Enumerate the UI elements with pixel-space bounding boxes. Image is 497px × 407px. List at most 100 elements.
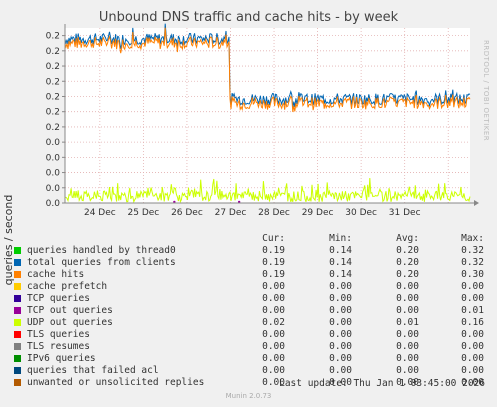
y-tick-label: 0.2 — [46, 47, 60, 57]
legend-max: 0.00 — [461, 281, 484, 292]
y-tick-label: 0.0 — [46, 199, 61, 209]
legend-max: 0.00 — [461, 353, 484, 364]
legend-swatch — [14, 247, 21, 254]
legend-name: total queries from clients — [27, 257, 176, 268]
series-cache-hits — [64, 27, 471, 113]
legend-avg: 0.20 — [396, 257, 419, 268]
legend-swatch — [14, 271, 21, 278]
legend-cur: 0.00 — [262, 329, 285, 340]
legend-max: 0.00 — [461, 377, 484, 388]
legend-min: 0.00 — [329, 377, 352, 388]
x-axis-arrow — [474, 200, 479, 206]
legend-avg: 0.00 — [396, 281, 419, 292]
x-tick-label: 25 Dec — [128, 208, 160, 218]
legend-header: Cur: Min: Avg: Max: — [0, 233, 497, 245]
legend-swatch — [14, 259, 21, 266]
legend-swatch — [14, 379, 21, 386]
legend-name: queries handled by thread0 — [27, 245, 176, 256]
legend-item: IPv6 queries 0.00 0.00 0.00 0.00 — [0, 353, 497, 365]
legend-max: 0.32 — [461, 245, 484, 256]
legend-item: queries that failed acl 0.00 0.00 0.00 0.00 — [0, 365, 497, 377]
legend-cur: 0.19 — [262, 257, 285, 268]
y-tick-label: 0.2 — [46, 108, 60, 118]
last-update: Last update: Thu Jan 1 03:45:00 2026 — [279, 378, 485, 389]
plot-area — [65, 28, 470, 203]
legend-min: 0.00 — [329, 365, 352, 376]
y-tick-label: 0.0 — [46, 169, 61, 179]
y-tick-label: 0.0 — [46, 138, 61, 148]
legend-cur: 0.00 — [262, 377, 285, 388]
legend-item: TLS queries 0.00 0.00 0.00 0.00 — [0, 329, 497, 341]
legend-swatch — [14, 331, 21, 338]
chart-title: Unbound DNS traffic and cache hits - by … — [98, 10, 399, 25]
legend-item: cache prefetch 0.00 0.00 0.00 0.00 — [0, 281, 497, 293]
legend-item: TCP queries 0.00 0.00 0.00 0.00 — [0, 293, 497, 305]
legend-min: 0.00 — [329, 329, 352, 340]
watermark: RRDTOOL / TOBI OETIKER — [482, 40, 490, 142]
legend-max: 0.00 — [461, 365, 484, 376]
legend-item: unwanted or unsolicited replies 0.00 0.00 0… — [0, 377, 497, 389]
legend-cur: 0.00 — [262, 341, 285, 352]
series-udp-out-queries — [65, 177, 471, 204]
legend-name: unwanted or unsolicited replies — [27, 377, 205, 388]
x-tick-label: 27 Dec — [215, 208, 247, 218]
x-tick-label: 31 Dec — [389, 208, 421, 218]
legend-min: 0.00 — [329, 305, 352, 316]
x-tick-label: 26 Dec — [171, 208, 203, 218]
legend-item: queries handled by thread0 0.19 0.14 0.20 0.… — [0, 245, 497, 257]
y-tick-label: 0.0 — [46, 184, 61, 194]
legend-swatch — [14, 307, 21, 314]
legend-avg: 0.00 — [396, 353, 419, 364]
legend-max: 0.00 — [461, 293, 484, 304]
y-tick-label: 0.2 — [46, 77, 60, 87]
legend-cur: 0.00 — [262, 293, 285, 304]
legend-min: 0.14 — [329, 245, 352, 256]
x-tick-label: 28 Dec — [258, 208, 290, 218]
legend-avg: 0.00 — [396, 341, 419, 352]
legend-item: total queries from clients 0.19 0.14 0.20 0.… — [0, 257, 497, 269]
legend-name: TLS queries — [27, 329, 90, 340]
legend-avg: 0.00 — [396, 293, 419, 304]
legend-avg: 0.01 — [396, 317, 419, 328]
y-tick-label: 0.2 — [46, 32, 60, 42]
legend-swatch — [14, 343, 21, 350]
y-tick-label: 0.2 — [46, 92, 60, 102]
legend-max: 0.00 — [461, 341, 484, 352]
x-tick-label: 24 Dec — [84, 208, 116, 218]
legend-cur: 0.00 — [262, 365, 285, 376]
legend-swatch — [14, 355, 21, 362]
legend-name: queries that failed acl — [27, 365, 159, 376]
legend-min: 0.00 — [329, 317, 352, 328]
legend-avg: 0.00 — [396, 305, 419, 316]
legend-swatch — [14, 367, 21, 374]
legend-item: UDP out queries 0.02 0.00 0.01 0.16 — [0, 317, 497, 329]
legend-cur: 0.19 — [262, 269, 285, 280]
legend-header-cur: Cur: — [262, 233, 285, 244]
legend-avg: 0.00 — [396, 377, 419, 388]
legend-name: cache prefetch — [27, 281, 108, 292]
y-tick-label: 0.2 — [46, 123, 60, 133]
legend-name: TCP queries — [27, 293, 90, 304]
legend-max: 0.30 — [461, 269, 484, 280]
legend-min: 0.00 — [329, 353, 352, 364]
legend-cur: 0.00 — [262, 305, 285, 316]
legend-avg: 0.00 — [396, 365, 419, 376]
legend-min: 0.14 — [329, 269, 352, 280]
legend-cur: 0.00 — [262, 281, 285, 292]
chart-svg: 0.0 0.0 0.0 0.0 0.0 0.2 0.2 0.2 0.2 0.2 0.2 0.2 24 D… — [46, 23, 479, 218]
legend-item: TCP out queries 0.00 0.00 0.00 0.01 — [0, 305, 497, 317]
axes: 0.0 0.0 0.0 0.0 0.0 0.2 0.2 0.2 0.2 0.2 0.2 0.2 24 D… — [46, 24, 479, 218]
x-tick-label: 29 Dec — [302, 208, 334, 218]
legend-name: UDP out queries — [27, 317, 113, 328]
grid — [65, 28, 470, 204]
legend-max: 0.01 — [461, 305, 484, 316]
legend-header-max: Max: — [461, 233, 484, 244]
legend-avg: 0.20 — [396, 245, 419, 256]
legend-min: 0.00 — [329, 293, 352, 304]
legend-cur: 0.00 — [262, 353, 285, 364]
legend-cur: 0.19 — [262, 245, 285, 256]
legend-item: cache hits 0.19 0.14 0.20 0.30 — [0, 269, 497, 281]
legend-swatch — [14, 295, 21, 302]
legend-max: 0.16 — [461, 317, 484, 328]
legend-header-min: Min: — [329, 233, 352, 244]
